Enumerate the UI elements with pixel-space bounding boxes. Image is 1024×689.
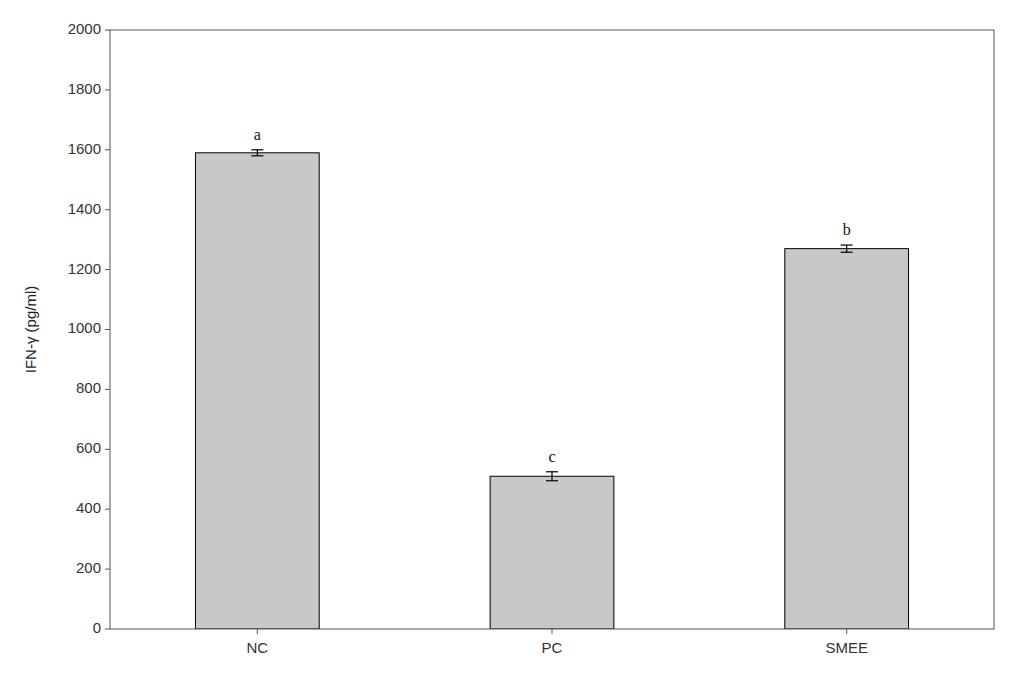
y-tick bbox=[105, 629, 110, 630]
x-tick bbox=[257, 629, 258, 634]
x-tick bbox=[552, 629, 553, 634]
y-tick bbox=[105, 569, 110, 570]
y-tick-label: 800 bbox=[76, 379, 101, 396]
y-tick-label: 600 bbox=[76, 439, 101, 456]
significance-letter: b bbox=[843, 221, 851, 238]
bar bbox=[490, 476, 614, 629]
y-tick bbox=[105, 209, 110, 210]
y-tick-label: 1200 bbox=[68, 260, 101, 277]
x-tick-label: NC bbox=[246, 639, 268, 656]
error-bar bbox=[251, 150, 263, 156]
y-tick bbox=[105, 449, 110, 450]
plot-frame bbox=[110, 30, 994, 629]
y-tick bbox=[105, 149, 110, 150]
y-tick-label: 0 bbox=[93, 619, 101, 636]
y-tick bbox=[105, 269, 110, 270]
x-tick-label: PC bbox=[542, 639, 563, 656]
y-tick bbox=[105, 89, 110, 90]
bars bbox=[195, 150, 908, 629]
chart-container: 0 200 400 600 800 1000 1200 1400 1600 1800 2000 a c b… bbox=[0, 0, 1024, 689]
x-tick bbox=[846, 629, 847, 634]
chart-svg: 0 200 400 600 800 1000 1200 1400 1600 1800 2000 a c b… bbox=[0, 0, 1024, 689]
x-tick-label: SMEE bbox=[825, 639, 868, 656]
error-bar bbox=[546, 472, 558, 481]
significance-letter: c bbox=[548, 448, 555, 465]
y-axis-title: IFN-γ (pg/ml) bbox=[22, 286, 39, 374]
y-tick-label: 1000 bbox=[68, 319, 101, 336]
y-tick-label: 2000 bbox=[68, 20, 101, 37]
y-tick-label: 1800 bbox=[68, 80, 101, 97]
x-axis: NC PC SMEE bbox=[246, 629, 867, 656]
y-axis: 0 200 400 600 800 1000 1200 1400 1600 1800 2000 bbox=[68, 20, 110, 636]
significance-letter: a bbox=[254, 126, 261, 143]
y-tick-label: 1400 bbox=[68, 200, 101, 217]
y-tick bbox=[105, 329, 110, 330]
y-tick-label: 400 bbox=[76, 499, 101, 516]
y-tick-label: 200 bbox=[76, 559, 101, 576]
y-tick bbox=[105, 389, 110, 390]
y-tick bbox=[105, 509, 110, 510]
error-bar bbox=[841, 245, 853, 252]
bar bbox=[785, 249, 909, 629]
annotations: a c b bbox=[254, 126, 851, 465]
bar bbox=[195, 153, 319, 629]
y-tick-label: 1600 bbox=[68, 140, 101, 157]
y-tick bbox=[105, 30, 110, 31]
